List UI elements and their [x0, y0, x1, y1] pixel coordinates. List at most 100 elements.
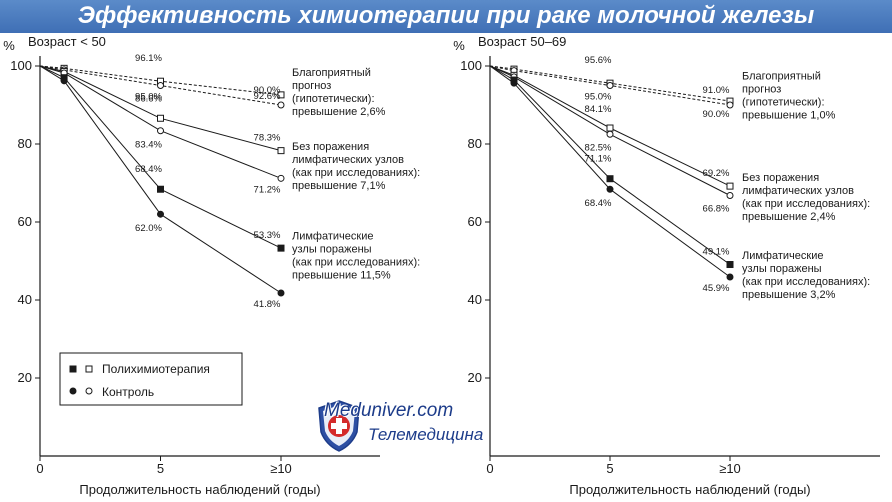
annotation-line: узлы поражены [292, 244, 372, 256]
chart-panel-2: 20 40 60 80 100 0 5 ≥10% Продолжительность наблю… [453, 34, 880, 497]
data-label: 95.0% [585, 92, 612, 103]
data-point [277, 174, 285, 182]
chart-panel-1: 20 40 60 80 100 0 5 ≥10% Продолжительность наблю… [3, 34, 420, 497]
data-label: 95.0% [135, 92, 162, 103]
annotation-line: Лимфатические [742, 250, 823, 262]
series-line [489, 65, 731, 187]
data-label: 68.4% [585, 198, 612, 209]
data-point [277, 91, 285, 99]
data-label: 82.5% [585, 142, 612, 153]
data-point [157, 114, 164, 122]
annotation-line: (как при исследованиях): [292, 167, 420, 179]
annotation-line: (как при исследованиях): [742, 276, 870, 288]
series-annotation: Благоприятный прогноз (гипотетически): прев… [742, 71, 836, 122]
data-label: 41.8% [254, 299, 281, 310]
annotation-line: Без поражения [742, 172, 819, 184]
data-point [277, 101, 285, 109]
data-label: 91.0% [703, 85, 730, 96]
annotation-line: узлы поражены [742, 263, 822, 275]
data-label: 49.1% [703, 247, 730, 258]
data-point [277, 289, 285, 297]
data-point [606, 185, 614, 193]
data-label: 68.4% [135, 164, 162, 175]
watermark: Meduniver.com Телемедицина [312, 397, 522, 457]
annotation-line: лимфатических узлов [742, 185, 854, 197]
legend-label: Контроль [102, 385, 154, 399]
data-point [606, 124, 614, 132]
data-label: 66.8% [703, 203, 730, 214]
data-point [726, 182, 734, 190]
y-tick-label: 80 [18, 136, 32, 151]
y-tick-label: 100 [10, 58, 32, 73]
series-annotation: Лимфатические узлы поражены (как при иссле… [742, 250, 870, 301]
page-title: Эффективность химиотерапии при раке моло… [77, 2, 815, 29]
data-point [726, 261, 734, 269]
annotation-line: превышение 2,6% [292, 106, 386, 118]
annotation-line: превышение 1,0% [742, 110, 836, 122]
panel-label: Возраст 50–69 [478, 34, 566, 49]
y-tick-label: 60 [18, 214, 32, 229]
legend-marker-filled-square [69, 365, 77, 373]
series-annotation: Лимфатические узлы поражены (как при иссле… [292, 231, 420, 282]
annotation-line: (гипотетически): [742, 97, 825, 109]
annotation-line: Лимфатические [292, 231, 373, 243]
series-line [39, 65, 282, 179]
annotation-line: превышение 2,4% [742, 211, 836, 223]
annotation-line: прогноз [742, 84, 781, 96]
data-label: 95.6% [585, 55, 612, 66]
series-annotation: Благоприятный прогноз (гипотетически): прев… [292, 67, 386, 118]
data-point [157, 185, 164, 193]
shield-cross-logo [318, 400, 360, 452]
y-tick-label: 100 [460, 58, 482, 73]
series-line [39, 65, 282, 152]
legend-marker-open-circle [85, 387, 93, 395]
annotation-line: прогноз [292, 80, 331, 92]
series-line [39, 65, 282, 96]
annotation-line: Благоприятный [742, 71, 821, 83]
y-tick-label: 20 [468, 370, 482, 385]
x-tick-label: 5 [157, 461, 164, 476]
title-bar: Эффективность химиотерапии при раке моло… [0, 0, 892, 33]
data-label: 84.1% [585, 104, 612, 115]
data-label: 92.6% [254, 91, 281, 102]
annotation-line: превышение 3,2% [742, 289, 836, 301]
series-line [489, 65, 731, 102]
data-label: 96.1% [135, 53, 162, 64]
annotation-line: Благоприятный [292, 67, 371, 79]
x-axis-title: Продолжительность наблюдений (годы) [569, 482, 810, 497]
x-tick-label: 0 [486, 461, 493, 476]
legend-marker-open-square [85, 365, 93, 373]
data-point [157, 210, 164, 218]
y-tick-label: 40 [468, 292, 482, 307]
data-point [726, 191, 734, 199]
data-point [726, 101, 734, 109]
y-tick-label: 20 [18, 370, 32, 385]
annotation-line: (как при исследованиях): [292, 257, 420, 269]
annotation-line: превышение 7,1% [292, 180, 386, 192]
annotation-line: лимфатических узлов [292, 154, 404, 166]
data-label: 78.3% [254, 133, 281, 144]
y-axis-title: % [3, 38, 15, 53]
x-tick-label: 0 [36, 461, 43, 476]
data-label: 86.6% [135, 93, 162, 104]
data-label: 69.2% [703, 168, 730, 179]
data-point [606, 175, 614, 183]
series-line [489, 65, 731, 278]
data-point [606, 82, 614, 89]
x-tick-label: 5 [606, 461, 613, 476]
series-line [489, 65, 731, 265]
data-point [157, 127, 164, 135]
legend-label: Полихимиотерапия [102, 362, 210, 376]
x-axis-title: Продолжительность наблюдений (годы) [79, 482, 320, 497]
data-label: 62.0% [135, 223, 162, 234]
series-annotation: Без поражения лимфатических узлов (как при… [742, 172, 870, 223]
y-tick-label: 40 [18, 292, 32, 307]
watermark-site: Meduniver.com [324, 400, 454, 421]
x-tick-label: ≥10 [270, 461, 292, 476]
annotation-line: превышение 11,5% [292, 270, 391, 282]
annotation-line: (как при исследованиях): [742, 198, 870, 210]
data-point [606, 130, 614, 138]
y-tick-label: 60 [468, 214, 482, 229]
series-line [39, 65, 282, 294]
